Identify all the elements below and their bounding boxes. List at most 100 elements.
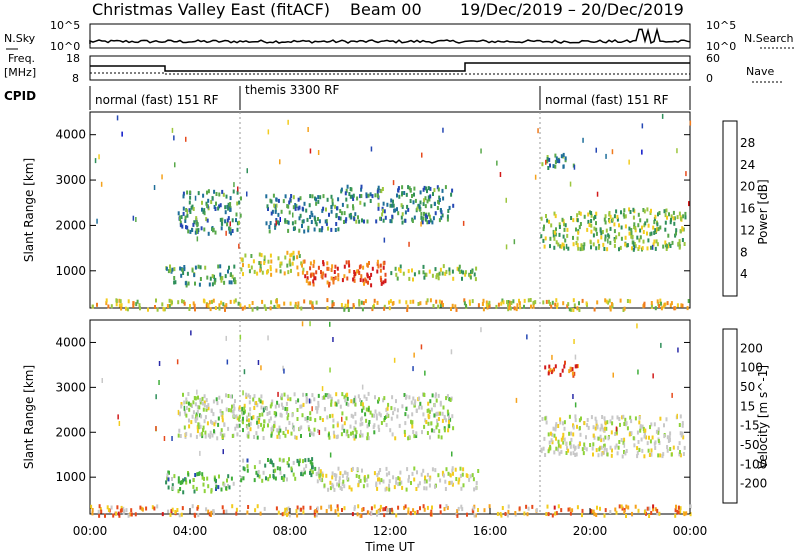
heatmap-cell: [247, 393, 250, 398]
heatmap-cell: [406, 308, 409, 312]
heatmap-cell: [205, 217, 208, 222]
heatmap-cell: [437, 272, 440, 277]
heatmap-cell: [288, 457, 290, 462]
heatmap-cell: [260, 253, 263, 258]
heatmap-cell: [180, 512, 183, 517]
heatmap-cell: [286, 477, 288, 482]
heatmap-cell: [547, 432, 550, 437]
heatmap-cell: [555, 422, 558, 427]
heatmap-cell: [242, 263, 244, 268]
heatmap-cell: [234, 426, 237, 431]
heatmap-cell: [614, 432, 617, 436]
heatmap-cell: [677, 347, 679, 353]
heatmap-cell: [485, 303, 488, 308]
heatmap-cell: [179, 217, 181, 221]
heatmap-cell: [689, 504, 692, 509]
heatmap-cell: [190, 330, 192, 336]
heatmap-cell: [334, 264, 337, 269]
y-tick-label: 2000: [55, 218, 86, 232]
heatmap-cell: [376, 300, 379, 305]
heatmap-cell: [281, 512, 284, 517]
heatmap-cell: [379, 263, 382, 268]
heatmap-cell: [288, 513, 291, 518]
heatmap-cell: [618, 504, 621, 509]
heatmap-cell: [310, 210, 313, 215]
heatmap-cell: [630, 231, 633, 235]
heatmap-cell: [571, 371, 574, 376]
heatmap-cell: [425, 272, 428, 277]
heatmap-cell: [187, 392, 190, 396]
heatmap-cell: [549, 302, 552, 306]
heatmap-cell: [282, 431, 285, 435]
heatmap-cell: [537, 128, 539, 134]
heatmap-cell: [684, 215, 687, 220]
heatmap-cell: [640, 437, 643, 442]
heatmap-cell: [242, 416, 244, 421]
heatmap-cell: [206, 203, 209, 208]
heatmap-cell: [287, 429, 289, 434]
heatmap-cell: [288, 258, 291, 263]
heatmap-cell: [432, 304, 435, 308]
heatmap-cell: [168, 298, 171, 303]
heatmap-cell: [367, 280, 369, 285]
heatmap-cell: [560, 437, 563, 442]
heatmap-cell: [466, 512, 468, 517]
heatmap-cell: [352, 303, 355, 308]
heatmap-cell: [321, 396, 324, 400]
heatmap-cell: [475, 486, 478, 491]
heatmap-cell: [656, 508, 659, 513]
heatmap-cell: [646, 506, 649, 511]
heatmap-cell: [200, 414, 203, 419]
heatmap-cell: [238, 220, 240, 225]
heatmap-cell: [410, 420, 413, 425]
heatmap-cell: [560, 154, 563, 159]
heatmap-cell: [408, 241, 410, 247]
heatmap-cell: [310, 473, 313, 478]
heatmap-cell: [485, 300, 488, 305]
heatmap-cell: [679, 414, 682, 419]
heatmap-cell: [334, 477, 337, 481]
heatmap-cell: [309, 470, 311, 475]
heatmap-cell: [337, 273, 340, 278]
heatmap-cell: [669, 220, 672, 225]
heatmap-cell: [451, 451, 453, 457]
heatmap-cell: [409, 299, 412, 304]
heatmap-cell: [217, 416, 220, 421]
heatmap-cell: [677, 445, 680, 450]
heatmap-cell: [578, 301, 580, 306]
heatmap-cell: [594, 426, 597, 431]
heatmap-cell: [237, 301, 240, 306]
heatmap-cell: [301, 206, 304, 211]
heatmap-cell: [307, 425, 310, 430]
heatmap-cell: [559, 244, 562, 249]
heatmap-cell: [563, 364, 566, 369]
heatmap-cell: [565, 243, 568, 249]
heatmap-cell: [290, 466, 293, 471]
heatmap-cell: [647, 238, 650, 243]
heatmap-cell: [301, 321, 304, 327]
heatmap-cell: [444, 185, 447, 190]
heatmap-cell: [100, 181, 103, 187]
heatmap-cell: [297, 197, 300, 202]
heatmap-cell: [284, 406, 287, 411]
heatmap-cell: [259, 268, 262, 273]
heatmap-cell: [583, 446, 586, 450]
heatmap-cell: [292, 205, 295, 210]
heatmap-cell: [189, 190, 192, 195]
heatmap-cell: [227, 206, 230, 211]
heatmap-cell: [247, 418, 250, 423]
heatmap-cell: [655, 239, 658, 244]
heatmap-cell: [388, 487, 391, 492]
heatmap-cell: [236, 227, 239, 232]
heatmap-cell: [628, 207, 631, 212]
heatmap-cell: [246, 425, 249, 430]
heatmap-cell: [383, 418, 386, 423]
heatmap-cell: [219, 264, 222, 269]
heatmap-cell: [136, 299, 139, 304]
heatmap-cell: [228, 485, 231, 490]
heatmap-cell: [307, 228, 310, 233]
heatmap-cell: [567, 246, 570, 251]
heatmap-cell: [249, 395, 252, 400]
heatmap-cell: [465, 303, 467, 308]
heatmap-cell: [352, 414, 355, 419]
